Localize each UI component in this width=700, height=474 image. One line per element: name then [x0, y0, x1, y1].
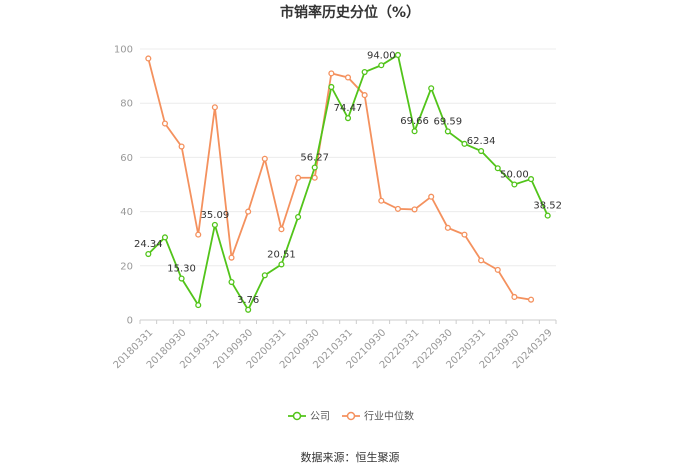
data-point	[344, 74, 352, 81]
data-point	[311, 164, 318, 171]
data-point	[161, 120, 169, 127]
data-label: 62.34	[467, 136, 496, 147]
data-point	[511, 293, 518, 301]
chart-title: 市销率历史分位（%）	[280, 4, 420, 21]
data-point	[278, 226, 285, 233]
data-point	[228, 279, 235, 286]
legend[interactable]: 公司 行业中位数	[288, 410, 414, 423]
data-point	[344, 115, 352, 122]
data-point	[461, 231, 468, 238]
legend-marker	[346, 411, 356, 421]
data-point	[178, 143, 185, 150]
data-point	[211, 221, 218, 228]
data-point	[195, 302, 202, 309]
data-label: 56.27	[300, 153, 329, 164]
data-point	[478, 148, 485, 155]
data-point	[428, 85, 435, 92]
data-point	[527, 296, 535, 303]
y-tick-label: 20	[120, 261, 133, 272]
legend-label: 行业中位数	[364, 410, 414, 423]
data-label: 20.51	[267, 249, 296, 260]
data-point	[444, 128, 451, 135]
data-label: 69.66	[400, 116, 429, 127]
data-point	[245, 306, 252, 313]
data-point	[411, 206, 418, 213]
data-point	[145, 55, 152, 62]
data-label: 38.52	[533, 201, 562, 212]
data-label: 35.09	[201, 210, 230, 221]
data-point	[295, 174, 302, 181]
x-axis: 2018033120180930201903312019093020200331…	[112, 320, 557, 371]
data-label: 94.00	[367, 50, 396, 61]
data-point	[328, 83, 335, 90]
data-point	[394, 205, 401, 212]
data-label: 69.59	[434, 116, 463, 127]
data-point	[278, 261, 285, 268]
y-tick-label: 100	[114, 45, 133, 56]
data-point	[361, 68, 368, 76]
data-label: 24.34	[134, 239, 163, 250]
data-point	[527, 176, 535, 183]
data-label: 15.30	[167, 264, 196, 275]
data-point	[461, 140, 468, 147]
legend-label: 公司	[310, 412, 330, 423]
data-point	[378, 62, 385, 69]
data-point	[195, 231, 202, 238]
data-point	[295, 213, 302, 221]
grid	[140, 48, 556, 321]
data-label: 3.76	[237, 295, 259, 306]
data-point	[511, 181, 518, 188]
data-point	[261, 272, 268, 279]
y-tick-label: 0	[127, 316, 133, 327]
data-point	[428, 193, 435, 200]
data-point	[411, 128, 418, 135]
data-point	[178, 275, 185, 282]
data-point	[361, 92, 368, 99]
y-axis: 0 20 40 60 80 100	[114, 45, 133, 327]
data-point	[211, 104, 218, 111]
plot-area: 24.34 15.30 35.09 3.76 20.51 56.27 74.47 94.00 6…	[134, 50, 562, 313]
legend-item-0[interactable]: 公司	[288, 412, 330, 423]
data-label: 74.47	[334, 103, 363, 114]
source-note: 数据来源：恒生聚源	[301, 450, 400, 464]
data-point	[478, 257, 485, 264]
data-point	[494, 266, 501, 273]
data-point	[228, 254, 235, 261]
data-point	[444, 224, 451, 231]
data-point	[161, 234, 169, 241]
data-point	[145, 250, 152, 258]
data-point	[245, 208, 252, 215]
y-tick-label: 40	[120, 207, 133, 218]
series-line	[147, 58, 532, 301]
data-label: 50.00	[500, 170, 529, 181]
data-point	[328, 70, 335, 77]
data-point	[261, 155, 268, 162]
series-line	[147, 53, 549, 312]
y-tick-label: 60	[120, 153, 133, 164]
series-1	[145, 55, 535, 303]
data-point	[378, 197, 385, 204]
y-tick-label: 80	[120, 99, 133, 110]
legend-marker	[292, 411, 302, 421]
data-point	[394, 51, 401, 59]
data-point	[311, 174, 318, 181]
data-point	[544, 212, 551, 219]
legend-item-1[interactable]: 行业中位数	[342, 410, 414, 423]
series-0: 24.34 15.30 35.09 3.76 20.51 56.27 74.47 94.00 6…	[134, 50, 562, 313]
data-point	[494, 165, 501, 172]
